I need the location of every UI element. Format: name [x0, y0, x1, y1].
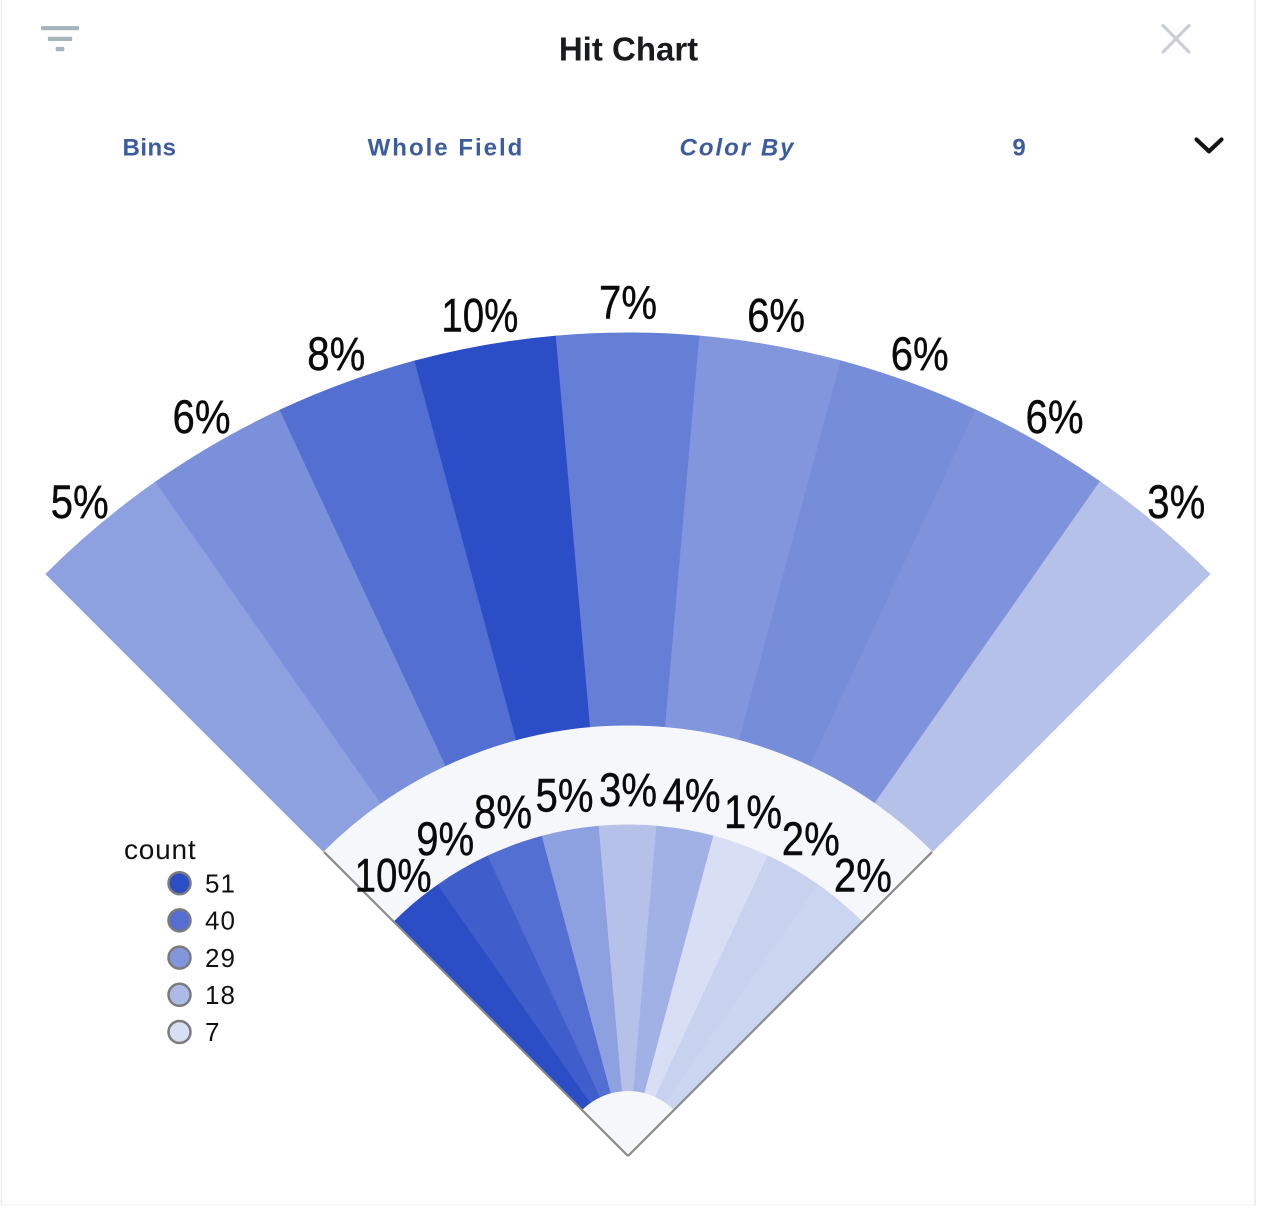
svg-text:18: 18: [205, 980, 236, 1010]
svg-text:Hit Chart: Hit Chart: [559, 31, 698, 68]
svg-text:1%: 1%: [724, 786, 782, 839]
svg-text:51: 51: [205, 868, 236, 898]
svg-text:9%: 9%: [416, 813, 474, 866]
svg-text:3%: 3%: [1147, 476, 1205, 529]
svg-text:6%: 6%: [891, 328, 949, 381]
svg-text:count: count: [124, 834, 197, 865]
svg-text:5%: 5%: [51, 476, 109, 529]
svg-text:Bins: Bins: [122, 135, 176, 162]
svg-text:7: 7: [205, 1017, 220, 1047]
svg-text:6%: 6%: [173, 391, 231, 444]
svg-text:9: 9: [1012, 135, 1025, 162]
svg-text:10%: 10%: [355, 850, 432, 903]
svg-text:5%: 5%: [536, 770, 594, 823]
svg-text:8%: 8%: [307, 328, 365, 381]
svg-text:40: 40: [205, 906, 236, 936]
svg-text:2%: 2%: [782, 813, 840, 866]
svg-text:29: 29: [205, 943, 236, 973]
svg-text:7%: 7%: [599, 277, 657, 330]
svg-text:8%: 8%: [474, 786, 532, 839]
svg-text:10%: 10%: [441, 290, 518, 343]
svg-text:Color By: Color By: [679, 135, 795, 162]
svg-text:3%: 3%: [599, 764, 657, 817]
svg-text:6%: 6%: [1026, 391, 1084, 444]
svg-text:Whole Field: Whole Field: [368, 135, 525, 162]
svg-text:4%: 4%: [663, 770, 721, 823]
svg-text:6%: 6%: [747, 290, 805, 343]
svg-text:2%: 2%: [834, 850, 892, 903]
